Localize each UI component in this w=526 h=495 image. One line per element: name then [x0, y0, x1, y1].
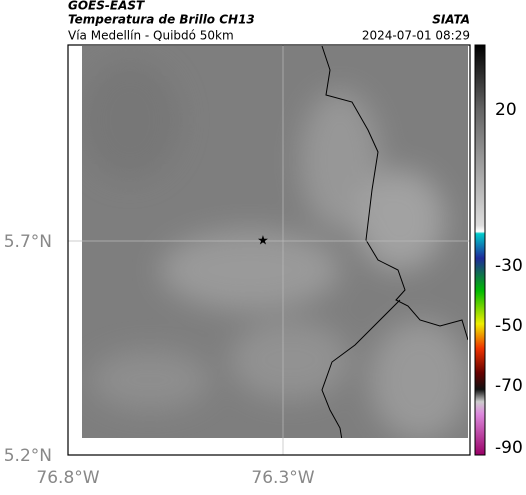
source: GOES-EAST: [68, 0, 145, 13]
lat-tick: 5.7°N: [4, 232, 52, 252]
lon-tick: 76.8°W: [36, 468, 99, 488]
lat-tick: 5.2°N: [4, 446, 52, 466]
colorbar-tick: -50: [495, 316, 523, 336]
timestamp: 2024-07-01 08:29: [362, 29, 470, 43]
location-star: ★: [257, 234, 269, 249]
map-frame: [67, 44, 471, 456]
title: Temperatura de Brillo CH13: [68, 13, 255, 27]
colorbar-tick: 20: [495, 100, 517, 120]
route: Vía Medellín - Quibdó 50km: [68, 29, 234, 43]
colorbar-tick: -90: [495, 438, 523, 458]
agency: SIATA: [432, 13, 470, 27]
colorbar: [474, 44, 486, 456]
colorbar-tick: -30: [495, 256, 523, 276]
lon-tick: 76.3°W: [251, 468, 314, 488]
colorbar-tick: -70: [495, 376, 523, 396]
satellite-image: [82, 46, 468, 438]
